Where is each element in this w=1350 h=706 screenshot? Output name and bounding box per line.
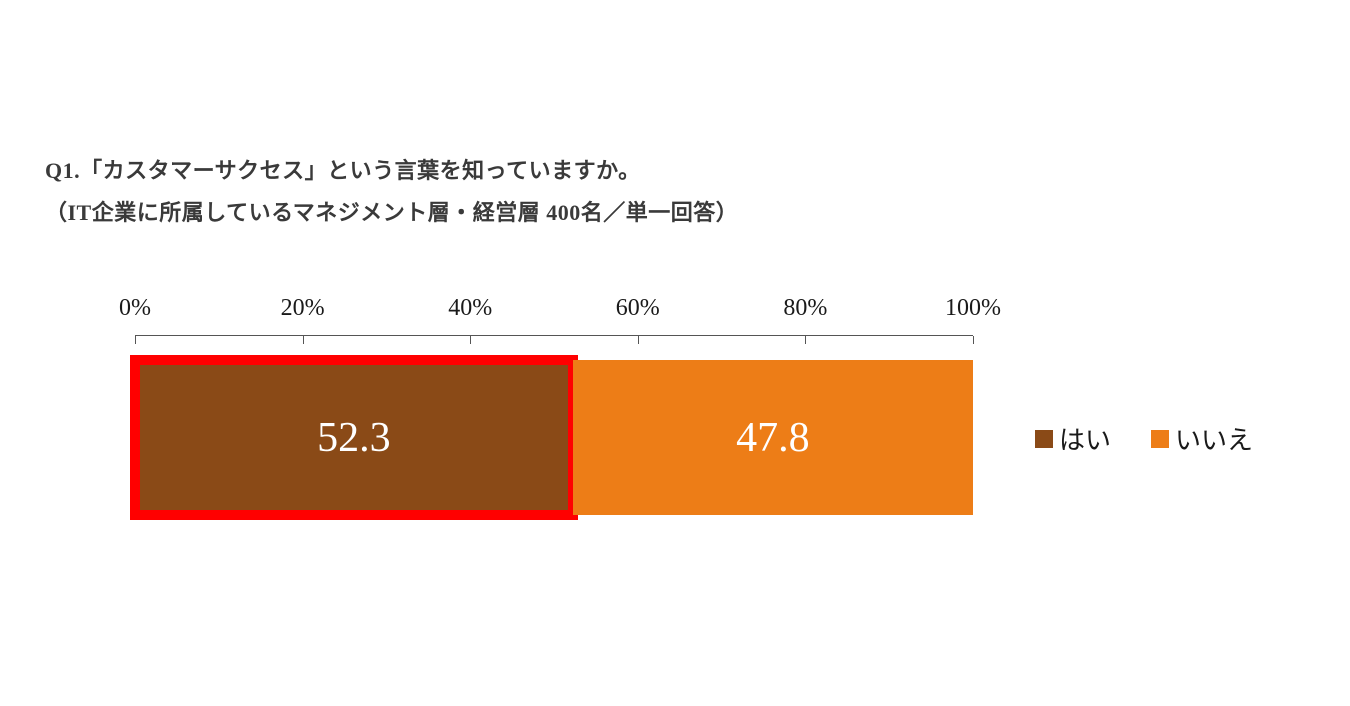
chart-canvas: Q1.「カスタマーサクセス」という言葉を知っていますか。 （IT企業に所属してい…: [0, 0, 1350, 706]
axis-tick: [805, 336, 806, 344]
axis-tick-label: 20%: [281, 295, 325, 322]
axis-tick-label: 40%: [448, 295, 492, 322]
stacked-bar: 52.347.8: [135, 360, 973, 515]
axis-tick: [135, 336, 136, 344]
bar-segment: 52.3: [135, 360, 573, 515]
chart-area: 0%20%40%60%80%100% 52.347.8: [135, 295, 973, 535]
legend-swatch: [1035, 430, 1053, 448]
x-axis: 0%20%40%60%80%100%: [135, 295, 973, 335]
legend-swatch: [1151, 430, 1169, 448]
bar-segment: 47.8: [573, 360, 973, 515]
chart-title: Q1.「カスタマーサクセス」という言葉を知っていますか。 （IT企業に所属してい…: [45, 150, 738, 234]
title-line-1: Q1.「カスタマーサクセス」という言葉を知っていますか。: [45, 150, 738, 192]
axis-tick: [470, 336, 471, 344]
title-line-2: （IT企業に所属しているマネジメント層・経営層 400名／単一回答）: [45, 192, 738, 234]
axis-tick: [303, 336, 304, 344]
legend-label: いいえ: [1175, 420, 1253, 457]
legend-label: はい: [1059, 420, 1111, 457]
axis-tick: [638, 336, 639, 344]
axis-tick-label: 80%: [783, 295, 827, 322]
axis-tick-label: 60%: [616, 295, 660, 322]
axis-tick: [973, 336, 974, 344]
legend-item: はい: [1035, 420, 1111, 457]
legend-item: いいえ: [1151, 420, 1253, 457]
axis-tick-label: 100%: [945, 295, 1001, 322]
axis-tick-label: 0%: [119, 295, 151, 322]
legend: はい いいえ: [1035, 420, 1253, 457]
x-axis-line: [135, 335, 973, 336]
